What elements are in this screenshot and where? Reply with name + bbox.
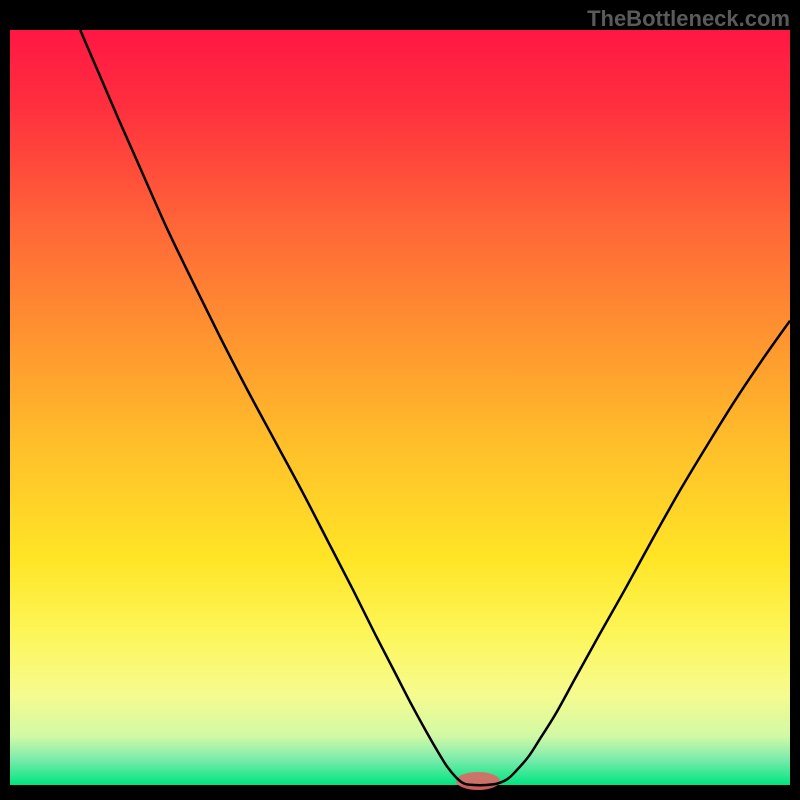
optimal-point-marker: [456, 772, 500, 790]
chart-svg: [0, 0, 800, 800]
chart-plot-background: [10, 30, 790, 785]
watermark-text: TheBottleneck.com: [587, 6, 790, 32]
bottleneck-chart: TheBottleneck.com: [0, 0, 800, 800]
